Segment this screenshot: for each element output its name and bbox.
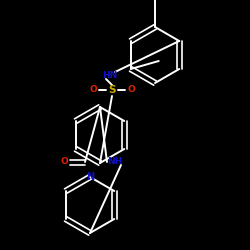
- Text: O: O: [60, 158, 68, 166]
- Text: O: O: [89, 86, 97, 94]
- Text: O: O: [127, 86, 135, 94]
- Text: NH: NH: [108, 158, 122, 166]
- Text: S: S: [108, 85, 116, 95]
- Text: HN: HN: [102, 70, 118, 80]
- Text: N: N: [86, 172, 94, 182]
